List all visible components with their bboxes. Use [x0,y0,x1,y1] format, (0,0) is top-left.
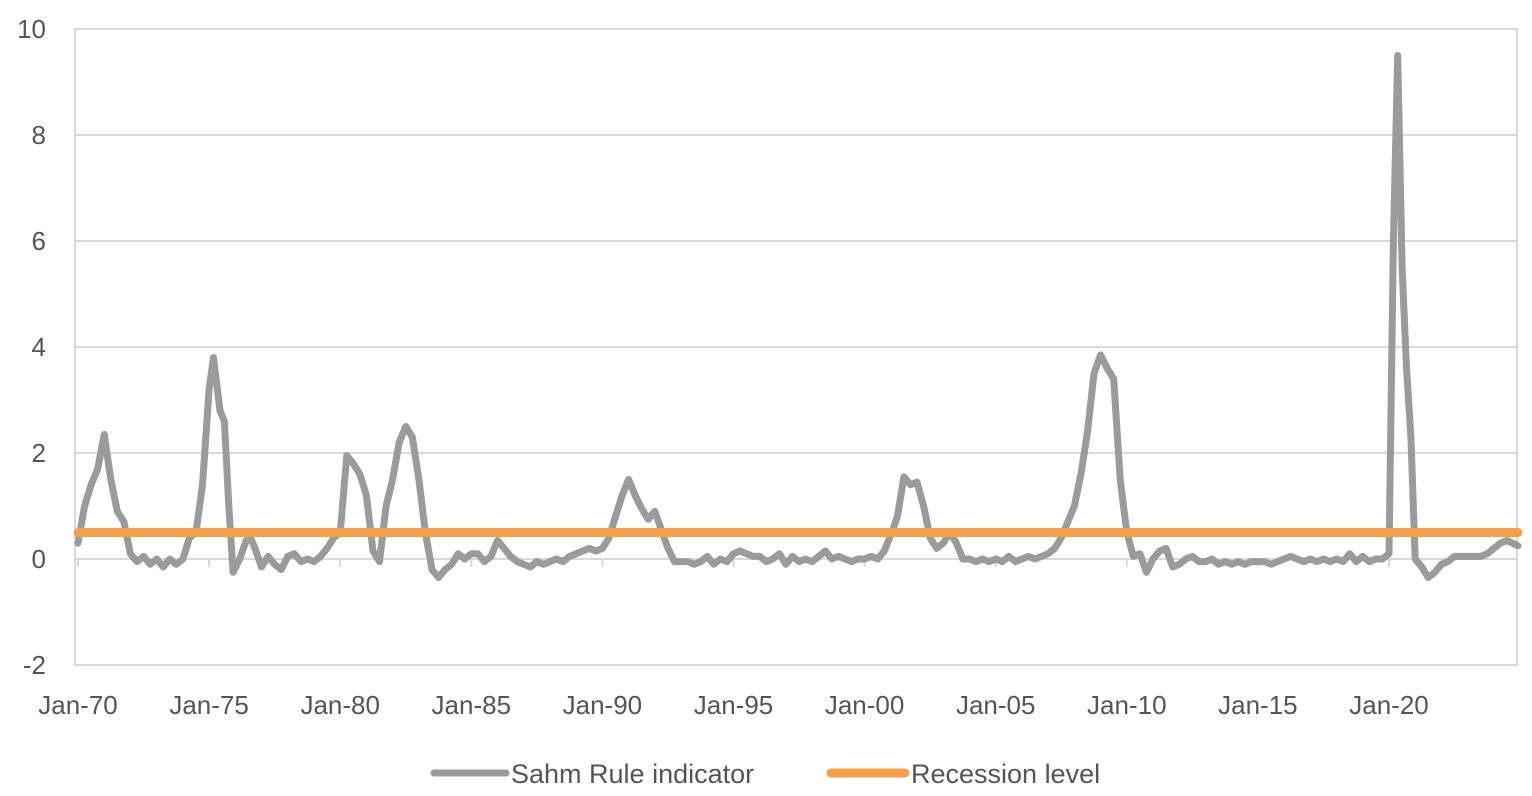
x-tick-label: Jan-00 [825,690,905,720]
legend-label-sahm-rule-indicator: Sahm Rule indicator [511,759,754,789]
x-axis-tick-labels: Jan-70 Jan-75 Jan-80 Jan-85 Jan-90 Jan-95 Jan-… [38,690,1429,720]
y-tick-label: 6 [32,226,46,256]
x-tick-label: Jan-15 [1218,690,1298,720]
x-tick-label: Jan-05 [956,690,1036,720]
plot-frame [74,28,1518,666]
y-axis-tick-labels: -2 0 2 4 6 8 10 [17,14,46,680]
series-line-sahm-rule-indicator [74,52,1522,581]
legend: Sahm Rule indicator Recession level [430,759,1100,789]
series-lines [73,52,1523,581]
y-tick-label: 2 [32,438,46,468]
x-tick-label: Jan-75 [169,690,249,720]
y-tick-label: 4 [32,332,46,362]
y-tick-label: 8 [32,120,46,150]
x-tick-label: Jan-95 [694,690,774,720]
x-tick-label: Jan-85 [432,690,512,720]
x-tick-label: Jan-20 [1349,690,1429,720]
y-tick-label: -2 [23,650,46,680]
y-tick-label: 10 [17,14,46,44]
x-tick-label: Jan-80 [300,690,380,720]
x-tick-label: Jan-10 [1087,690,1167,720]
y-tick-label: 0 [32,544,46,574]
gridlines [75,28,1517,666]
x-tick-label: Jan-70 [38,690,118,720]
legend-label-recession-level: Recession level [911,759,1100,789]
x-tick-label: Jan-90 [563,690,643,720]
